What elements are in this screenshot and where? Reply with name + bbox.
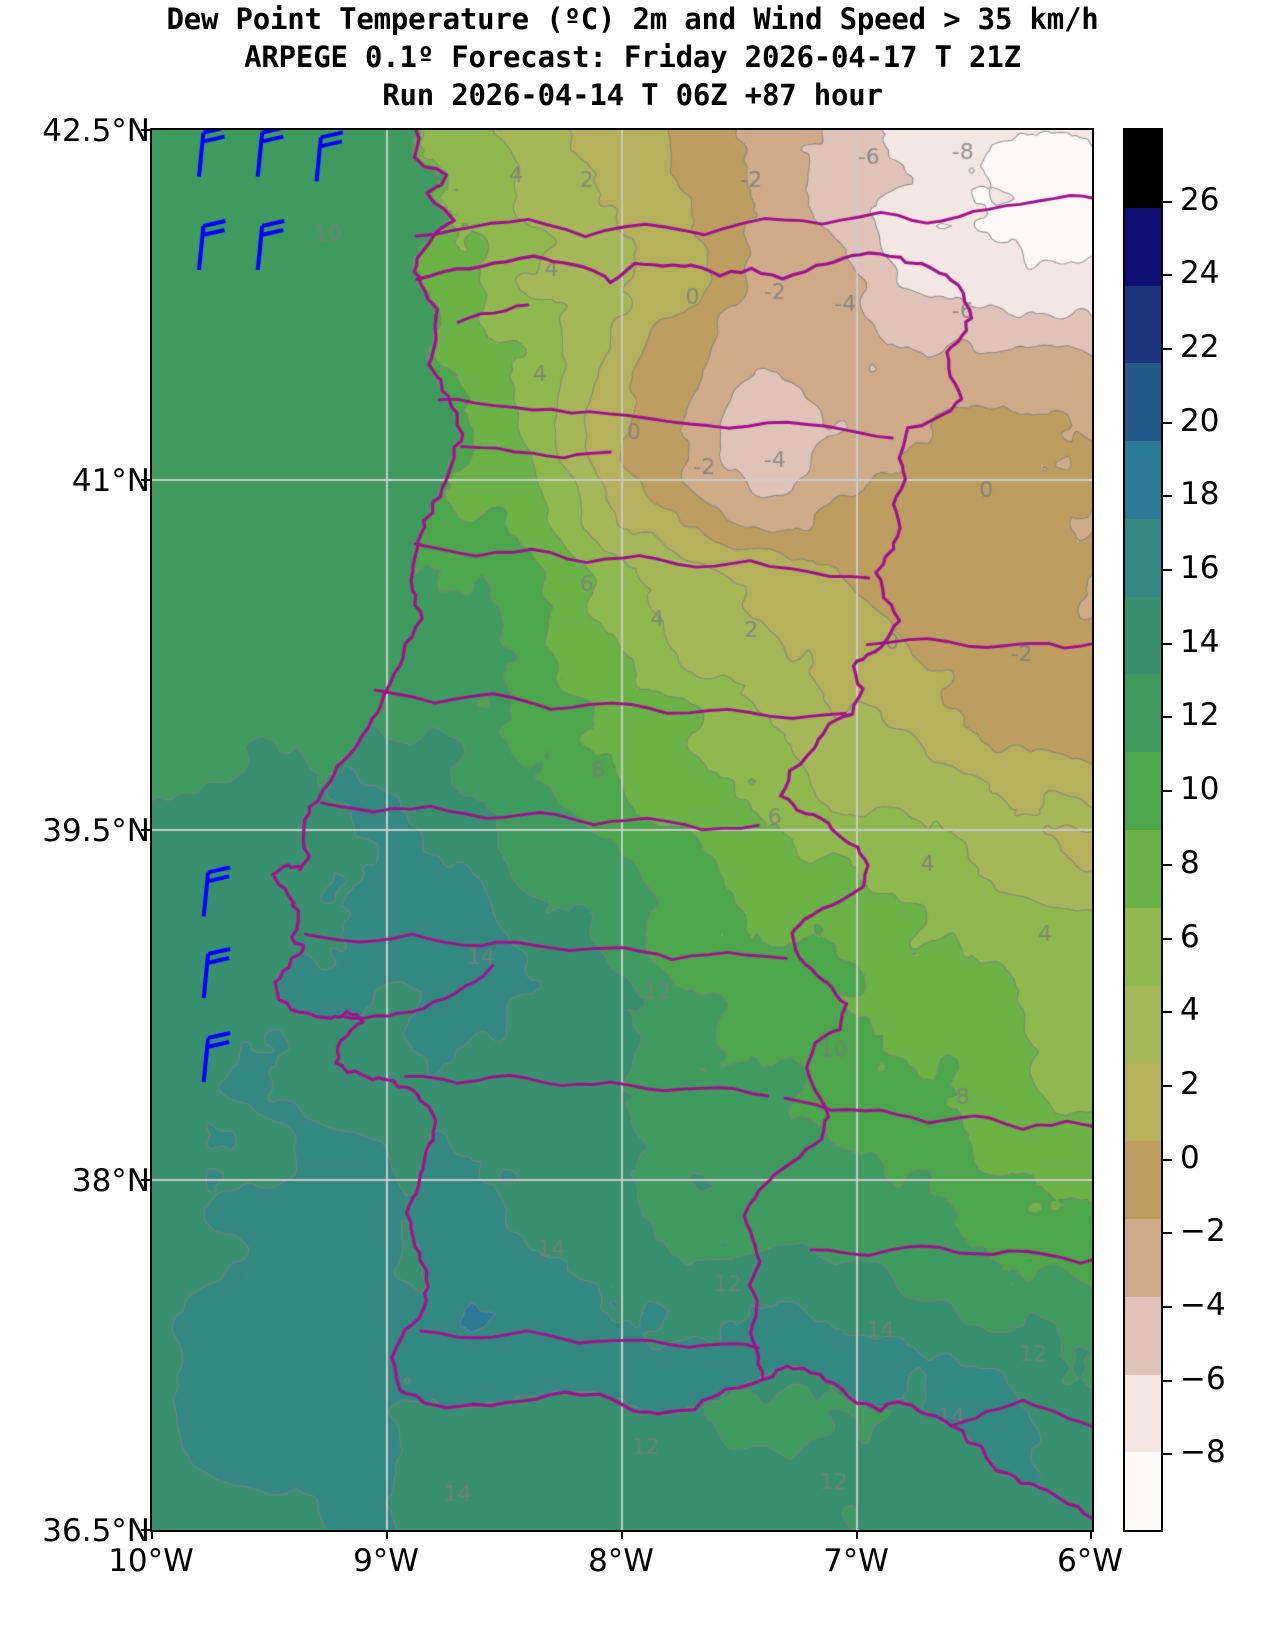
colorbar-tick-label-0: −8 [1180,1434,1226,1471]
y-tick-mark-2 [141,829,150,831]
colorbar-band-6 [1125,985,1161,1064]
colorbar-tick-mark-16 [1161,274,1172,277]
colorbar-tick-label-7: 6 [1180,918,1200,955]
x-tick-label-1: 9°W [353,1543,419,1579]
colorbar-tick-label-10: 12 [1180,697,1220,734]
colorbar-tick-label-4: 0 [1180,1139,1200,1176]
colorbar-band-7 [1125,907,1161,986]
colorbar-band-2 [1125,1296,1161,1375]
colorbar-band-15 [1125,285,1161,364]
x-tick-label-4: 6°W [1057,1543,1123,1579]
colorbar-band-4 [1125,1141,1161,1219]
map-raster [152,130,1092,1530]
colorbar-band-12 [1125,518,1161,597]
colorbar-band-8 [1125,830,1161,908]
colorbar-tick-label-2: −4 [1180,1286,1226,1323]
x-tick-label-2: 8°W [588,1543,654,1579]
colorbar-tick-mark-17 [1161,200,1172,203]
colorbar-band-10 [1125,674,1161,753]
colorbar-tick-label-9: 10 [1180,771,1220,808]
y-tick-label-1: 41°N [71,463,150,499]
colorbar-band-11 [1125,596,1161,675]
colorbar-tick-mark-14 [1161,421,1172,424]
x-tick-mark-0 [151,1530,153,1539]
y-tick-label-0: 42.5°N [42,113,150,149]
colorbar-tick-mark-1 [1161,1379,1172,1382]
y-tick-mark-3 [141,1179,150,1181]
x-tick-mark-1 [386,1530,388,1539]
colorbar-tick-mark-9 [1161,790,1172,793]
colorbar-band-3 [1125,1218,1161,1297]
colorbar-tick-label-5: 2 [1180,1065,1200,1102]
x-tick-mark-4 [1090,1530,1092,1539]
chart-title-line-3: Run 2026-04-14 T 06Z +87 hour [382,78,883,112]
colorbar-tick-mark-0 [1161,1453,1172,1456]
colorbar-band-17 [1125,130,1161,208]
colorbar-tick-mark-6 [1161,1011,1172,1014]
colorbar-tick-mark-2 [1161,1305,1172,1308]
y-tick-mark-1 [141,479,150,481]
colorbar-tick-mark-15 [1161,348,1172,351]
colorbar-band-5 [1125,1063,1161,1142]
colorbar-band-0 [1125,1452,1161,1531]
chart-title-line-2: ARPEGE 0.1º Forecast: Friday 2026-04-17 … [244,40,1021,74]
colorbar-tick-mark-7 [1161,937,1172,940]
map-plot-area [150,128,1094,1532]
chart-title-block: Dew Point Temperature (ºC) 2m and Wind S… [0,0,1265,114]
colorbar-band-13 [1125,441,1161,519]
colorbar-tick-mark-3 [1161,1232,1172,1235]
chart-title-line-1: Dew Point Temperature (ºC) 2m and Wind S… [166,2,1099,36]
colorbar-band-1 [1125,1374,1161,1453]
colorbar-tick-mark-12 [1161,569,1172,572]
colorbar-tick-label-11: 14 [1180,623,1220,660]
colorbar-tick-mark-13 [1161,495,1172,498]
colorbar-tick-mark-10 [1161,716,1172,719]
colorbar-tick-label-17: 26 [1180,181,1220,218]
colorbar [1123,128,1163,1532]
x-tick-label-3: 7°W [823,1543,889,1579]
colorbar-tick-label-15: 22 [1180,329,1220,366]
y-tick-label-2: 39.5°N [42,813,150,849]
x-tick-mark-2 [621,1530,623,1539]
colorbar-band-9 [1125,752,1161,831]
colorbar-band-16 [1125,207,1161,286]
x-tick-mark-3 [856,1530,858,1539]
colorbar-tick-label-12: 16 [1180,550,1220,587]
colorbar-tick-mark-11 [1161,642,1172,645]
colorbar-band-14 [1125,363,1161,442]
colorbar-tick-label-13: 18 [1180,476,1220,513]
colorbar-tick-label-8: 8 [1180,844,1200,881]
colorbar-tick-mark-4 [1161,1158,1172,1161]
y-tick-mark-0 [141,129,150,131]
y-tick-label-4: 36.5°N [42,1513,150,1549]
x-tick-label-0: 10°W [108,1543,194,1579]
y-tick-mark-4 [141,1529,150,1531]
colorbar-tick-mark-8 [1161,863,1172,866]
colorbar-tick-label-3: −2 [1180,1213,1226,1250]
colorbar-tick-label-16: 24 [1180,255,1220,292]
colorbar-tick-label-1: −6 [1180,1360,1226,1397]
colorbar-tick-label-6: 4 [1180,992,1200,1029]
colorbar-tick-label-14: 20 [1180,402,1220,439]
colorbar-tick-mark-5 [1161,1084,1172,1087]
y-tick-label-3: 38°N [71,1163,150,1199]
